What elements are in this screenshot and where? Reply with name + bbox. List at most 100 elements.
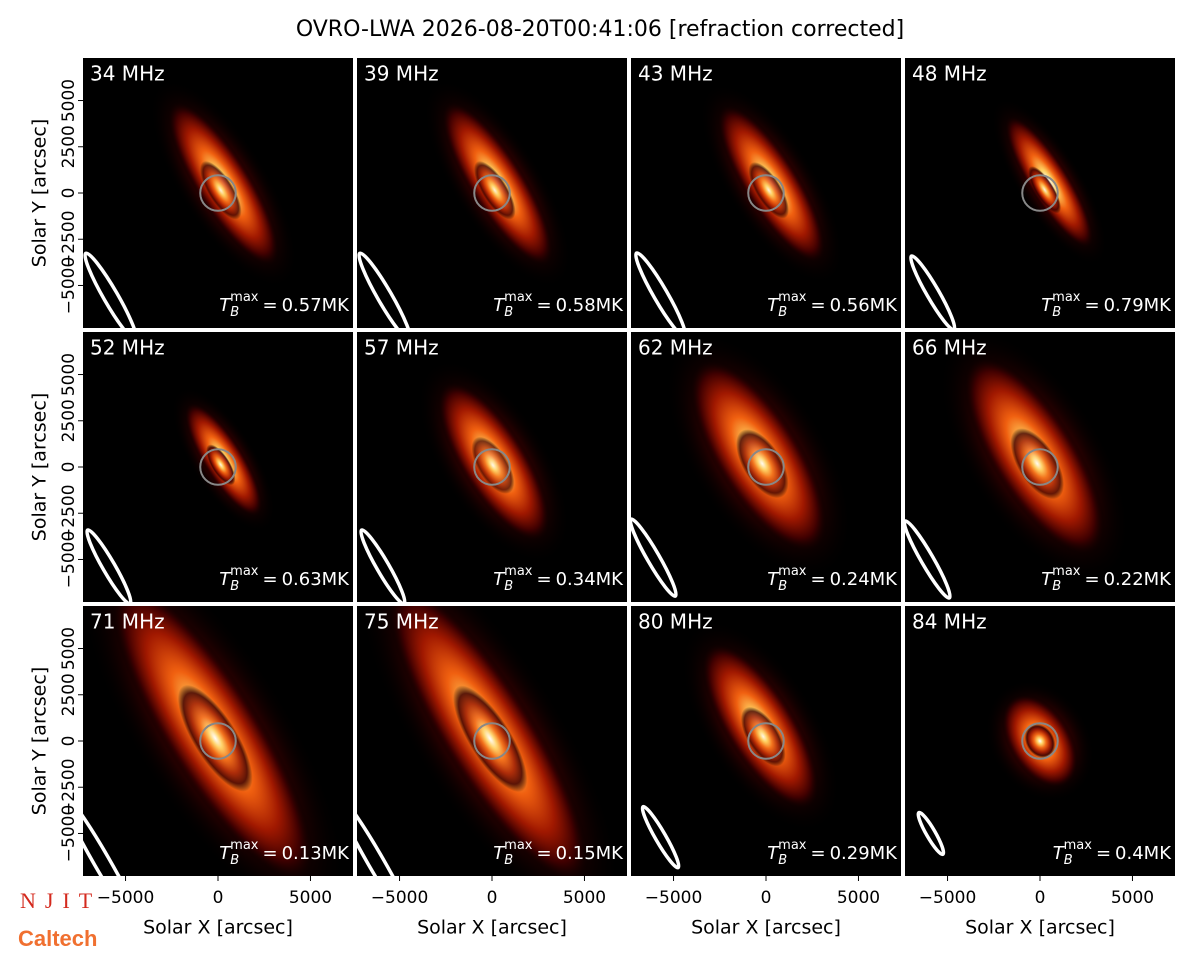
tb-sub: B — [778, 579, 787, 594]
tb-max-label: TBmax = 0.34MK — [493, 564, 624, 594]
logo-caltech: Caltech — [18, 926, 97, 951]
frequency-label: 52 MHz — [90, 336, 165, 360]
x-tick-label: 0 — [487, 888, 498, 908]
frequency-label: 39 MHz — [364, 62, 439, 86]
tb-symbol: T — [493, 843, 506, 864]
tb-value: 0.57MK — [282, 295, 351, 316]
tb-max-label: TBmax = 0.4MK — [1053, 838, 1173, 868]
tb-sup: max — [778, 290, 807, 305]
y-tick-label: 2500 — [59, 673, 79, 716]
beam — [640, 804, 681, 870]
tb-sup: max — [230, 838, 259, 853]
emission-core — [177, 684, 253, 792]
y-tick-label: −2500 — [59, 210, 79, 268]
beam — [909, 254, 957, 328]
y-tick-label: 5000 — [59, 627, 79, 670]
panel — [905, 606, 1175, 876]
tb-sub: B — [230, 853, 239, 868]
x-tick-label: −5000 — [371, 888, 429, 908]
solar-disk — [473, 448, 511, 486]
frequency-label: 62 MHz — [638, 336, 713, 360]
tb-value: 0.34MK — [556, 569, 625, 590]
y-tick-label: 2500 — [59, 125, 79, 168]
y-axis-label: Solar Y [arcsec] — [29, 119, 51, 267]
tb-max-label: TBmax = 0.56MK — [767, 290, 898, 320]
x-tick-label: 0 — [761, 888, 772, 908]
emission-core — [453, 685, 528, 793]
x-tick-label: 5000 — [563, 888, 606, 908]
tb-max-label: TBmax = 0.57MK — [219, 290, 350, 320]
beam — [85, 528, 133, 602]
tb-symbol: T — [767, 569, 780, 590]
tb-value: 0.56MK — [830, 295, 899, 316]
tb-symbol: T — [219, 569, 232, 590]
tb-sub: B — [504, 305, 513, 320]
solar-disk — [199, 722, 237, 760]
tb-symbol: T — [1041, 569, 1054, 590]
x-axis-label: Solar X [arcsec] — [691, 917, 841, 939]
beam — [357, 790, 418, 876]
tb-eq: = — [262, 295, 277, 316]
tb-value: 0.22MK — [1104, 569, 1173, 590]
solar-disk — [747, 448, 785, 486]
panel — [83, 332, 353, 602]
tb-symbol: T — [1053, 843, 1066, 864]
tb-eq: = — [1084, 295, 1099, 316]
tb-max-label: TBmax = 0.79MK — [1041, 290, 1172, 320]
figure-title: OVRO-LWA 2026-08-20T00:41:06 [refraction… — [296, 17, 904, 42]
solar-disk — [199, 174, 237, 212]
tb-max-label: TBmax = 0.15MK — [493, 838, 624, 868]
tb-sup: max — [1064, 838, 1093, 853]
tb-eq: = — [810, 569, 825, 590]
tb-eq: = — [1096, 843, 1111, 864]
beam — [83, 251, 139, 328]
beam — [905, 519, 952, 600]
tb-symbol: T — [219, 295, 232, 316]
tb-eq: = — [810, 843, 825, 864]
y-axis-label: Solar Y [arcsec] — [29, 393, 51, 541]
panel — [83, 606, 353, 876]
panel — [357, 606, 627, 876]
y-tick-label: 0 — [59, 462, 79, 473]
tb-sup: max — [1052, 290, 1081, 305]
tb-value: 0.58MK — [556, 295, 625, 316]
beam — [631, 517, 678, 598]
tb-sub: B — [230, 305, 239, 320]
x-axis-label: Solar X [arcsec] — [417, 917, 567, 939]
frequency-label: 75 MHz — [364, 610, 439, 634]
x-tick-label: 5000 — [837, 888, 880, 908]
emission-core — [740, 706, 786, 767]
panel — [905, 332, 1175, 602]
x-tick-label: 5000 — [289, 888, 332, 908]
tb-value: 0.79MK — [1104, 295, 1173, 316]
panel — [357, 58, 627, 328]
tb-max-label: TBmax = 0.24MK — [767, 564, 898, 594]
tb-sup: max — [230, 290, 259, 305]
tb-symbol: T — [767, 843, 780, 864]
tb-sup: max — [778, 564, 807, 579]
frequency-label: 66 MHz — [912, 336, 987, 360]
beam — [916, 810, 946, 857]
panel — [631, 606, 901, 876]
tb-sup: max — [1052, 564, 1081, 579]
tb-sup: max — [230, 564, 259, 579]
tb-sup: max — [778, 838, 807, 853]
tb-sub: B — [778, 305, 787, 320]
tb-sup: max — [504, 290, 533, 305]
panel — [631, 58, 901, 328]
solar-disk — [1021, 722, 1059, 760]
tb-sub: B — [504, 853, 513, 868]
tb-max-label: TBmax = 0.22MK — [1041, 564, 1172, 594]
tb-max-label: TBmax = 0.13MK — [219, 838, 350, 868]
beam — [359, 528, 407, 602]
solar-disk — [747, 174, 785, 212]
beam — [357, 251, 413, 328]
x-axis-label: Solar X [arcsec] — [965, 917, 1115, 939]
tb-symbol: T — [493, 569, 506, 590]
emission-core — [1024, 723, 1056, 759]
tb-symbol: T — [493, 295, 506, 316]
tb-eq: = — [262, 843, 277, 864]
tb-symbol: T — [767, 295, 780, 316]
solar-disk — [747, 722, 785, 760]
tb-max-label: TBmax = 0.29MK — [767, 838, 898, 868]
